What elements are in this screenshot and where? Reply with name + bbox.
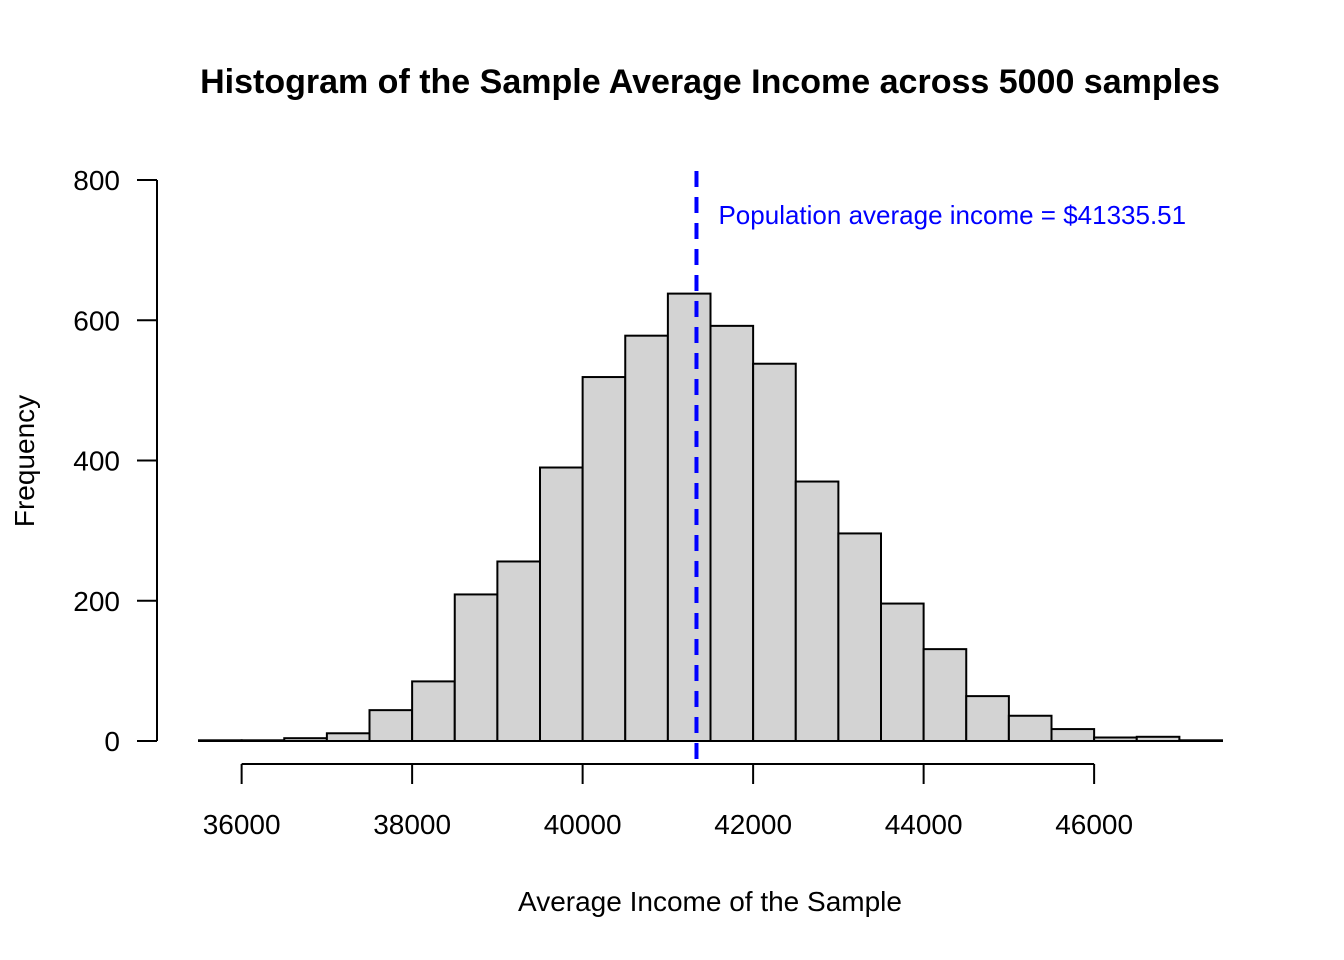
histogram-bar-8 bbox=[539, 466, 584, 742]
reference-line-layer: Population average income = $41335.51 bbox=[694, 171, 1186, 765]
population-mean-annotation: Population average income = $41335.51 bbox=[718, 200, 1186, 230]
histogram-bar-12 bbox=[709, 324, 755, 742]
histogram-bar-20 bbox=[1050, 728, 1096, 742]
histogram-bar-4 bbox=[368, 709, 414, 743]
chart-title: Histogram of the Sample Average Income a… bbox=[200, 63, 1220, 101]
histogram-bar-22 bbox=[1135, 735, 1181, 742]
y-tick-label-200: 200 bbox=[73, 586, 120, 617]
histogram-bar-18 bbox=[965, 695, 1010, 742]
histogram-bar-19 bbox=[1007, 714, 1053, 743]
histogram-bar-7 bbox=[496, 560, 541, 742]
x-tick-label-36000: 36000 bbox=[203, 809, 281, 840]
x-tick-label-40000: 40000 bbox=[544, 809, 622, 840]
histogram-bar-17 bbox=[922, 648, 968, 742]
histogram-bar-13 bbox=[752, 362, 797, 742]
histogram-bar-15 bbox=[837, 532, 882, 742]
x-tick-label-46000: 46000 bbox=[1055, 809, 1133, 840]
histogram-bar-2 bbox=[283, 737, 328, 743]
x-tick-label-44000: 44000 bbox=[885, 809, 963, 840]
y-axis: 0 200 400 600 800 bbox=[73, 165, 158, 757]
histogram-bar-0 bbox=[198, 739, 243, 743]
histogram-bar-6 bbox=[453, 593, 499, 742]
histogram-bar-5 bbox=[411, 680, 456, 742]
x-axis-label: Average Income of the Sample bbox=[518, 886, 902, 917]
histogram-bar-3 bbox=[325, 732, 371, 743]
y-tick-label-0: 0 bbox=[104, 726, 120, 757]
y-tick-label-600: 600 bbox=[73, 305, 120, 336]
y-tick-label-400: 400 bbox=[73, 446, 120, 477]
histogram-bar-9 bbox=[581, 376, 627, 742]
histogram-bar-23 bbox=[1178, 739, 1223, 743]
histogram-bar-21 bbox=[1093, 736, 1138, 743]
y-axis-label: Frequency bbox=[9, 395, 40, 527]
histogram-bar-16 bbox=[880, 602, 925, 742]
histogram-bar-11 bbox=[666, 292, 712, 742]
histogram-bar-1 bbox=[240, 739, 286, 743]
x-tick-label-42000: 42000 bbox=[714, 809, 792, 840]
histogram-bar-10 bbox=[624, 334, 669, 742]
x-axis: 36000 38000 40000 42000 44000 46000 bbox=[203, 763, 1133, 840]
bars-layer bbox=[198, 292, 1223, 743]
x-tick-label-38000: 38000 bbox=[373, 809, 451, 840]
y-tick-label-800: 800 bbox=[73, 165, 120, 196]
histogram-bar-14 bbox=[794, 480, 840, 742]
